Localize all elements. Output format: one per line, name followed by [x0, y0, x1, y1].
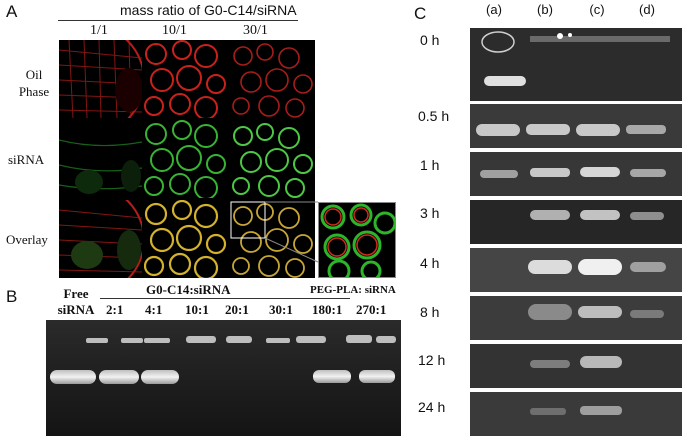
lane-label-d: (d) — [639, 2, 655, 17]
time-24h: 24 h — [418, 399, 446, 415]
b-ratio-180-1: 180:1 — [312, 302, 343, 317]
microscopy-grid — [59, 40, 315, 278]
row-label-oil-phase: Oil Phase — [18, 67, 50, 99]
band-free — [50, 370, 96, 384]
b-ratio-10-1: 10:1 — [185, 302, 209, 317]
lane-label-a: (a) — [486, 2, 502, 17]
gel-c-24h — [470, 392, 682, 436]
gel-c-4h — [470, 248, 682, 292]
row-label-overlay: Overlay — [6, 232, 48, 247]
panel-a-label: A — [6, 2, 18, 21]
micro-oil-30-1 — [229, 40, 315, 118]
micro-overlay-1-1 — [59, 200, 142, 278]
free-label-line1: Free — [63, 286, 89, 301]
b-ratio-2-1: 2:1 — [106, 302, 124, 317]
gel-b-bands — [50, 370, 395, 384]
b-ratio-30-1: 30:1 — [269, 302, 293, 317]
gel-c-1h — [470, 152, 682, 196]
mass-ratio-header: mass ratio of G0-C14/siRNA — [120, 2, 297, 18]
gel-c-0h — [470, 28, 682, 101]
free-sirna-label: Free siRNA — [54, 286, 98, 318]
lane-label-b: (b) — [537, 2, 553, 17]
micro-sirna-30-1 — [229, 120, 315, 198]
gel-c-0-5h — [470, 104, 682, 148]
ratio-label-1: 1/1 — [90, 23, 108, 38]
micro-sirna-10-1 — [144, 120, 227, 198]
g0c14-group-label: G0-C14:siRNA — [146, 282, 231, 297]
micro-oil-10-1 — [144, 40, 227, 118]
ratio-label-30: 30/1 — [243, 23, 268, 38]
band-4-1 — [141, 370, 179, 384]
panel-b-label: B — [6, 287, 18, 306]
header-rule — [58, 20, 298, 21]
g0c14-group-rule — [100, 298, 350, 299]
lane-label-c: (c) — [589, 2, 605, 17]
ratio-label-10: 10/1 — [162, 23, 187, 38]
time-1h: 1 h — [420, 157, 440, 173]
b-ratio-4-1: 4:1 — [145, 302, 163, 317]
time-12h: 12 h — [418, 352, 446, 368]
time-0h: 0 h — [420, 32, 440, 48]
gel-panel-b — [46, 320, 401, 436]
gel-c-3h — [470, 200, 682, 244]
zoom-inset — [318, 202, 397, 283]
b-ratio-270-1: 270:1 — [356, 302, 387, 317]
band-180-1 — [313, 370, 351, 383]
band-270-1 — [359, 370, 395, 383]
time-4h: 4 h — [420, 255, 440, 271]
free-label-line2: siRNA — [57, 302, 95, 317]
band-2-1 — [99, 370, 139, 384]
gel-c-8h — [470, 296, 682, 340]
row-label-sirna: siRNA — [8, 152, 45, 167]
time-3h: 3 h — [420, 205, 440, 221]
micro-overlay-30-1 — [229, 200, 315, 278]
micro-overlay-10-1 — [144, 200, 227, 278]
peg-pla-label: PEG-PLA: siRNA — [310, 284, 396, 296]
panel-c-label: C — [414, 4, 427, 23]
micro-sirna-1-1 — [59, 120, 142, 198]
micro-oil-1-1 — [59, 40, 142, 118]
time-0-5h: 0.5 h — [418, 108, 450, 124]
time-8h: 8 h — [420, 304, 440, 320]
gel-c-12h — [470, 344, 682, 388]
b-ratio-20-1: 20:1 — [225, 302, 249, 317]
